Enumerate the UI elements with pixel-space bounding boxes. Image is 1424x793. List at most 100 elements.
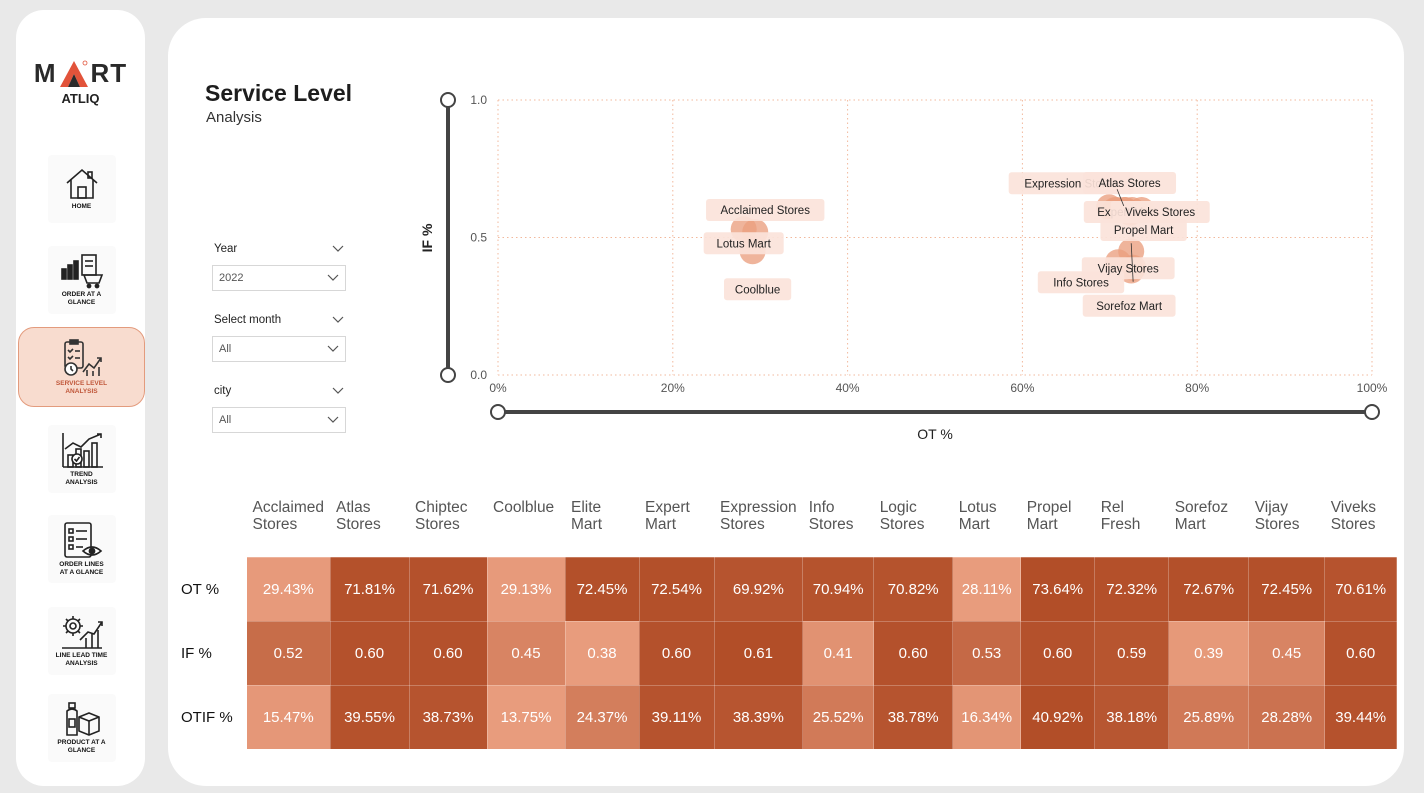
nav-label: LINE LEAD TIME ANALYSIS [55,652,108,667]
matrix-cell[interactable]: 72.54% [638,556,715,622]
column-header[interactable]: Logic Stores [879,499,925,533]
nav-trend-analysis[interactable]: TREND ANALYSIS [19,425,144,493]
column-header[interactable]: Rel Fresh [1100,499,1141,533]
column-header[interactable]: Propel Mart [1026,499,1072,533]
matrix-cell[interactable]: 0.53 [952,620,1022,686]
matrix-cell[interactable]: 72.32% [1094,556,1170,622]
matrix-cell[interactable]: 0.39 [1168,620,1250,686]
matrix-cell[interactable]: 71.62% [408,556,488,622]
year-dropdown[interactable]: 2022 [212,265,346,291]
logo-letters-rt: RT [90,58,128,88]
y-axis-slider-handle-bottom[interactable] [440,367,456,383]
y-axis-slider-handle-top[interactable] [440,92,456,108]
matrix-cell[interactable]: 0.60 [1020,620,1096,686]
matrix-cell[interactable]: 29.13% [486,556,566,622]
data-label-bg [1083,172,1177,194]
x-axis-title: OT % [917,426,953,442]
column-header[interactable]: Lotus Mart [958,499,997,533]
column-header[interactable]: Expression Stores [720,499,797,533]
matrix-cell[interactable]: 38.18% [1094,684,1170,750]
row-header: IF % [175,621,247,685]
matrix-cell[interactable]: 29.43% [246,556,331,622]
matrix-cell[interactable]: 0.59 [1094,620,1170,686]
row-header: OTIF % [175,685,247,749]
column-header[interactable]: Elite Mart [571,499,602,533]
matrix-cell[interactable]: 72.45% [1248,556,1326,622]
column-header[interactable]: Vijay Stores [1254,499,1300,533]
matrix-cell[interactable]: 70.82% [873,556,954,622]
matrix-cell[interactable]: 0.45 [486,620,566,686]
year-slicer-header[interactable]: Year [212,241,346,257]
matrix-cell[interactable]: 28.11% [952,556,1022,622]
matrix-cell[interactable]: 38.39% [713,684,804,750]
matrix-cell[interactable]: 16.34% [952,684,1022,750]
row-header: OT % [175,557,247,621]
matrix-cell[interactable]: 70.94% [802,556,875,622]
column-header[interactable]: Sorefoz Mart [1174,499,1229,533]
x-axis-slider-handle-right[interactable] [1364,404,1380,420]
nav-line-lead-time-analysis[interactable]: LINE LEAD TIME ANALYSIS [19,607,144,675]
matrix-cell[interactable]: 24.37% [564,684,640,750]
column-header[interactable]: Atlas Stores [336,499,381,533]
chevron-down-icon [327,345,339,352]
matrix-cell[interactable]: 25.52% [802,684,875,750]
nav-service-level-analysis[interactable]: SERVICE LEVEL ANALYSIS [18,327,145,407]
nav-order-at-a-glance[interactable]: ORDER AT A GLANCE [19,246,144,314]
column-header[interactable]: Info Stores [808,499,854,533]
y-tick-label: 1.0 [470,93,487,107]
x-axis-slider-handle-left[interactable] [490,404,506,420]
matrix-cell[interactable]: 0.61 [713,620,804,686]
matrix-cell[interactable]: 28.28% [1248,684,1326,750]
data-label-bg [723,278,792,301]
matrix-cell[interactable]: 72.67% [1168,556,1250,622]
matrix-cell[interactable]: 0.60 [873,620,954,686]
slicer-label: city [214,385,232,397]
nav-product-at-a-glance[interactable]: PRODUCT AT A GLANCE [19,694,144,762]
nav-label: HOME [71,203,92,210]
month-slicer-header[interactable]: Select month [212,312,346,328]
column-header[interactable]: Expert Mart [645,499,690,533]
nav-order-lines-at-a-glance[interactable]: ORDER LINES AT A GLANCE [19,515,144,583]
matrix-cell[interactable]: 0.45 [1248,620,1326,686]
column-header[interactable]: Chiptec Stores [415,499,468,533]
city-slicer-header[interactable]: city [212,383,346,399]
trend-icon [61,433,103,468]
matrix-cell[interactable]: 73.64% [1020,556,1096,622]
order-lines-icon [63,522,102,558]
matrix-cell[interactable]: 72.45% [564,556,640,622]
chevron-down-icon [327,416,339,423]
column-header[interactable]: Viveks Stores [1330,499,1377,533]
matrix-cell[interactable]: 40.92% [1020,684,1096,750]
matrix-cell[interactable]: 69.92% [713,556,804,622]
matrix-cell[interactable]: 39.44% [1324,684,1398,750]
month-dropdown[interactable]: All [212,336,346,362]
matrix-cell[interactable]: 0.60 [1324,620,1398,686]
matrix-cell[interactable]: 71.81% [329,556,410,622]
corner-cell [175,492,247,557]
matrix-cell[interactable]: 13.75% [486,684,566,750]
matrix-cell[interactable]: 15.47% [246,684,331,750]
matrix-cell[interactable]: 0.52 [246,620,331,686]
data-label-bg [1081,257,1175,280]
nav-home[interactable]: HOME [19,155,144,223]
matrix-cell[interactable]: 0.41 [802,620,875,686]
data-label-bg [1100,219,1187,241]
matrix-cell[interactable]: 39.55% [329,684,410,750]
data-label: Coolblue [735,284,780,296]
nav-label: SERVICE LEVEL ANALYSIS [55,380,108,395]
matrix-cell[interactable]: 70.61% [1324,556,1398,622]
x-tick-label: 60% [1010,381,1034,395]
city-dropdown[interactable]: All [212,407,346,433]
matrix-cell[interactable]: 0.60 [408,620,488,686]
slicer-value: All [219,343,232,355]
matrix-cell[interactable]: 0.38 [564,620,640,686]
matrix-cell[interactable]: 0.60 [329,620,410,686]
column-header[interactable]: Coolblue [493,499,555,516]
matrix-cell[interactable]: 25.89% [1168,684,1250,750]
data-label: Propel Mart [1114,225,1174,237]
matrix-cell[interactable]: 39.11% [638,684,715,750]
matrix-cell[interactable]: 0.60 [638,620,715,686]
column-header[interactable]: Acclaimed Stores [252,499,325,533]
matrix-cell[interactable]: 38.73% [408,684,488,750]
matrix-cell[interactable]: 38.78% [873,684,954,750]
